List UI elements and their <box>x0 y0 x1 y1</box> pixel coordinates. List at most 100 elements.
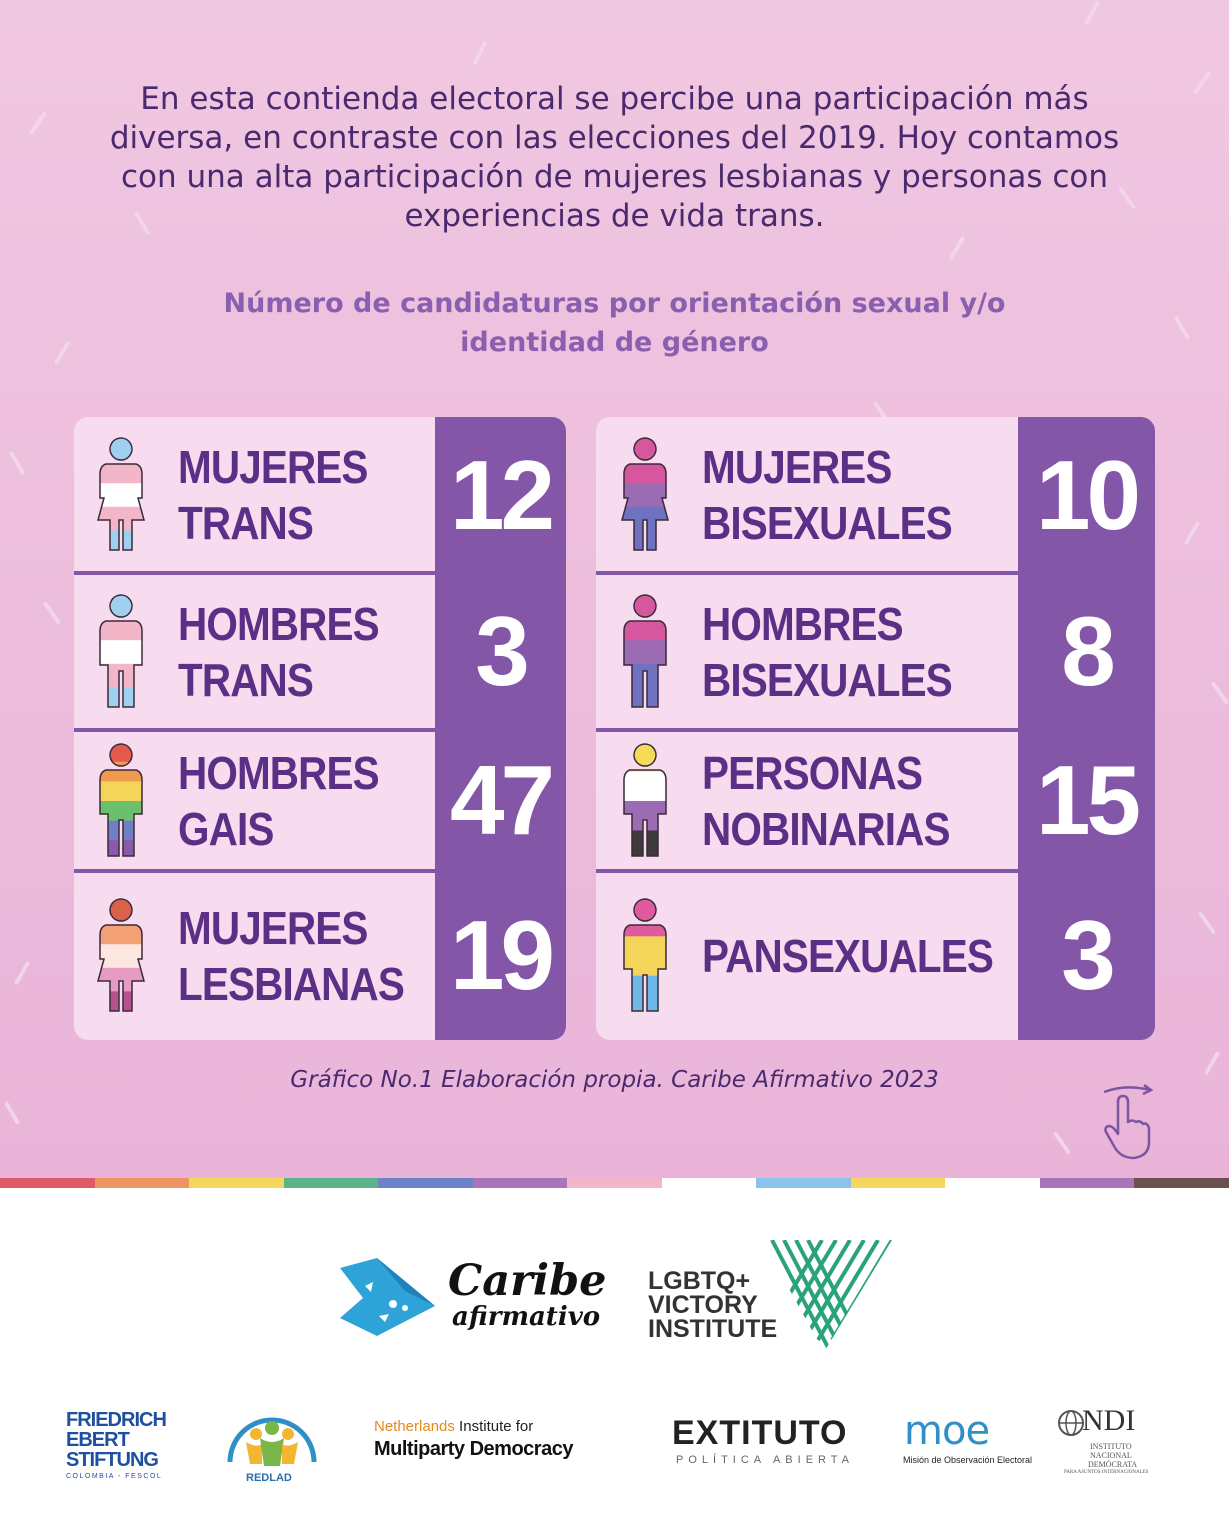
confetti-piece <box>1192 71 1212 95</box>
caribe-afirmativo-fish-logo <box>340 1258 435 1336</box>
table-row: HOMBRES GAIS 47 <box>74 730 566 871</box>
category-label-line1: MUJERES <box>702 441 892 493</box>
bisexual-flag-woman-icon <box>621 437 669 551</box>
category-label-line1: PANSEXUALES <box>702 929 994 982</box>
category-label: MUJERES TRANS <box>178 439 368 551</box>
victory-logo-line3: INSTITUTE <box>648 1315 778 1343</box>
globe-icon <box>1058 1410 1084 1436</box>
confetti-piece <box>28 111 48 135</box>
candidature-count: 19 <box>449 900 555 1010</box>
category-label: MUJERES LESBIANAS <box>178 900 405 1012</box>
table-row: MUJERES BISEXUALES 10 <box>596 417 1155 573</box>
category-label-line2: BISEXUALES <box>702 497 953 549</box>
table-row: MUJERES LESBIANAS 19 <box>74 871 566 1040</box>
category-label-line1: HOMBRES <box>702 597 904 650</box>
ndi-logo-sub2: NACIONAL <box>1090 1451 1132 1460</box>
nimd-logo-line2: Multiparty Democracy <box>374 1438 573 1460</box>
infographic-background: En esta contienda electoral se percibe u… <box>0 0 1229 1178</box>
lesbian-flag-woman-icon <box>97 897 145 1012</box>
moe-logo-subtitle: Misión de Observación Electoral <box>903 1455 1033 1465</box>
confetti-piece <box>1210 681 1229 705</box>
fes-logo-line3: STIFTUNG <box>66 1449 159 1471</box>
intro-paragraph: En esta contienda electoral se percibe u… <box>109 81 1120 234</box>
extituto-logo-subtitle: POLÍTICA ABIERTA <box>676 1454 855 1466</box>
nimd-logo-netherlands: Netherlands <box>374 1418 455 1435</box>
confetti-piece <box>53 340 71 366</box>
fes-logo-subtitle: COLOMBIA - FESCOL <box>66 1473 163 1480</box>
confetti-piece <box>1083 0 1101 26</box>
row-divider <box>596 571 1155 575</box>
row-divider <box>74 728 566 732</box>
extituto-logo-title: EXTITUTO <box>672 1414 848 1452</box>
category-label-line1: MUJERES <box>178 441 368 493</box>
fes-logo-line2: EBERT <box>66 1429 130 1451</box>
victory-v-logo <box>762 1240 892 1352</box>
candidature-count: 47 <box>449 745 555 855</box>
confetti-piece <box>948 235 966 261</box>
chart-caption: Gráfico No.1 Elaboración propia. Caribe … <box>290 1067 939 1093</box>
category-label: MUJERES BISEXUALES <box>702 439 953 551</box>
confetti-piece <box>472 40 488 66</box>
category-label: HOMBRES BISEXUALES <box>702 596 953 708</box>
category-label: HOMBRES GAIS <box>178 745 380 857</box>
trans-flag-man-icon <box>99 593 143 708</box>
caribe-logo-subtitle: afirmativo <box>452 1302 601 1332</box>
candidature-count: 15 <box>1035 745 1141 855</box>
nimd-logo-line1: Netherlands Institute for <box>374 1418 533 1435</box>
category-label-line2: BISEXUALES <box>702 653 953 706</box>
candidature-count: 8 <box>1061 596 1116 706</box>
category-label-line1: PERSONAS <box>702 746 923 799</box>
table-row: PANSEXUALES 3 <box>596 871 1155 1040</box>
category-label-line1: HOMBRES <box>178 746 380 799</box>
victory-logo-line1: LGBTQ+ <box>648 1267 751 1295</box>
trans-flag-woman-icon <box>97 437 145 551</box>
category-label-line2: LESBIANAS <box>178 957 405 1010</box>
table-row: HOMBRES TRANS 3 <box>74 573 566 730</box>
category-label-line1: HOMBRES <box>178 597 380 650</box>
table-row: MUJERES TRANS 12 <box>74 417 566 573</box>
redlad-logo <box>227 1417 317 1466</box>
confetti-piece <box>13 960 31 986</box>
redlad-logo-text: REDLAD <box>246 1472 292 1484</box>
nonbinary-flag-person-icon <box>623 742 667 857</box>
rainbow-flag-man-icon <box>99 742 143 857</box>
category-label: PERSONAS NOBINARIAS <box>702 745 950 857</box>
confetti-piece <box>1183 520 1201 546</box>
candidature-count: 10 <box>1035 440 1141 550</box>
category-label-line2: GAIS <box>178 802 274 855</box>
category-label: PANSEXUALES <box>702 928 994 984</box>
confetti-piece <box>3 1100 21 1126</box>
ndi-logo-sub1: INSTITUTO <box>1090 1442 1132 1451</box>
row-divider <box>74 571 566 575</box>
category-label-line2: TRANS <box>178 653 314 706</box>
confetti-piece <box>42 601 62 625</box>
candidature-count: 12 <box>449 440 555 550</box>
ndi-logo-sub4: PARA ASUNTOS INTERNACIONALES <box>1064 1470 1149 1475</box>
category-label-line2: NOBINARIAS <box>702 802 950 855</box>
color-stripe <box>0 1178 1229 1188</box>
ndi-logo-title: NDI <box>1082 1404 1136 1437</box>
swipe-hand-icon[interactable] <box>1096 1082 1156 1162</box>
confetti-piece <box>8 450 26 476</box>
category-label: HOMBRES TRANS <box>178 596 380 708</box>
candidature-count: 3 <box>475 596 530 706</box>
row-divider <box>596 728 1155 732</box>
row-divider <box>596 869 1155 873</box>
left-table-panel: MUJERES TRANS 12 HOMBRES TRANS 3 HOMBRES GAIS 47… <box>74 417 566 1040</box>
right-table-panel: MUJERES BISEXUALES 10 HOMBRES BISEXUALES 8 PER… <box>596 417 1155 1040</box>
nimd-logo-institute: Institute for <box>454 1418 534 1435</box>
table-row: PERSONAS NOBINARIAS 15 <box>596 730 1155 871</box>
confetti-piece <box>1173 315 1191 341</box>
table-row: HOMBRES BISEXUALES 8 <box>596 573 1155 730</box>
caribe-logo-title: Caribe <box>448 1256 607 1306</box>
moe-logo-title: moe <box>904 1408 990 1454</box>
bisexual-flag-man-icon <box>623 593 667 708</box>
category-label-line1: MUJERES <box>178 901 368 954</box>
victory-logo-line2: VICTORY <box>648 1291 758 1319</box>
fes-logo-line1: FRIEDRICH <box>66 1409 167 1431</box>
ndi-logo-sub3: DEMÓCRATA <box>1088 1460 1138 1469</box>
confetti-piece <box>1203 1050 1221 1076</box>
chart-title: Número de candidaturas por orientación s… <box>223 288 1006 358</box>
candidature-count: 3 <box>1061 900 1116 1010</box>
row-divider <box>74 869 566 873</box>
